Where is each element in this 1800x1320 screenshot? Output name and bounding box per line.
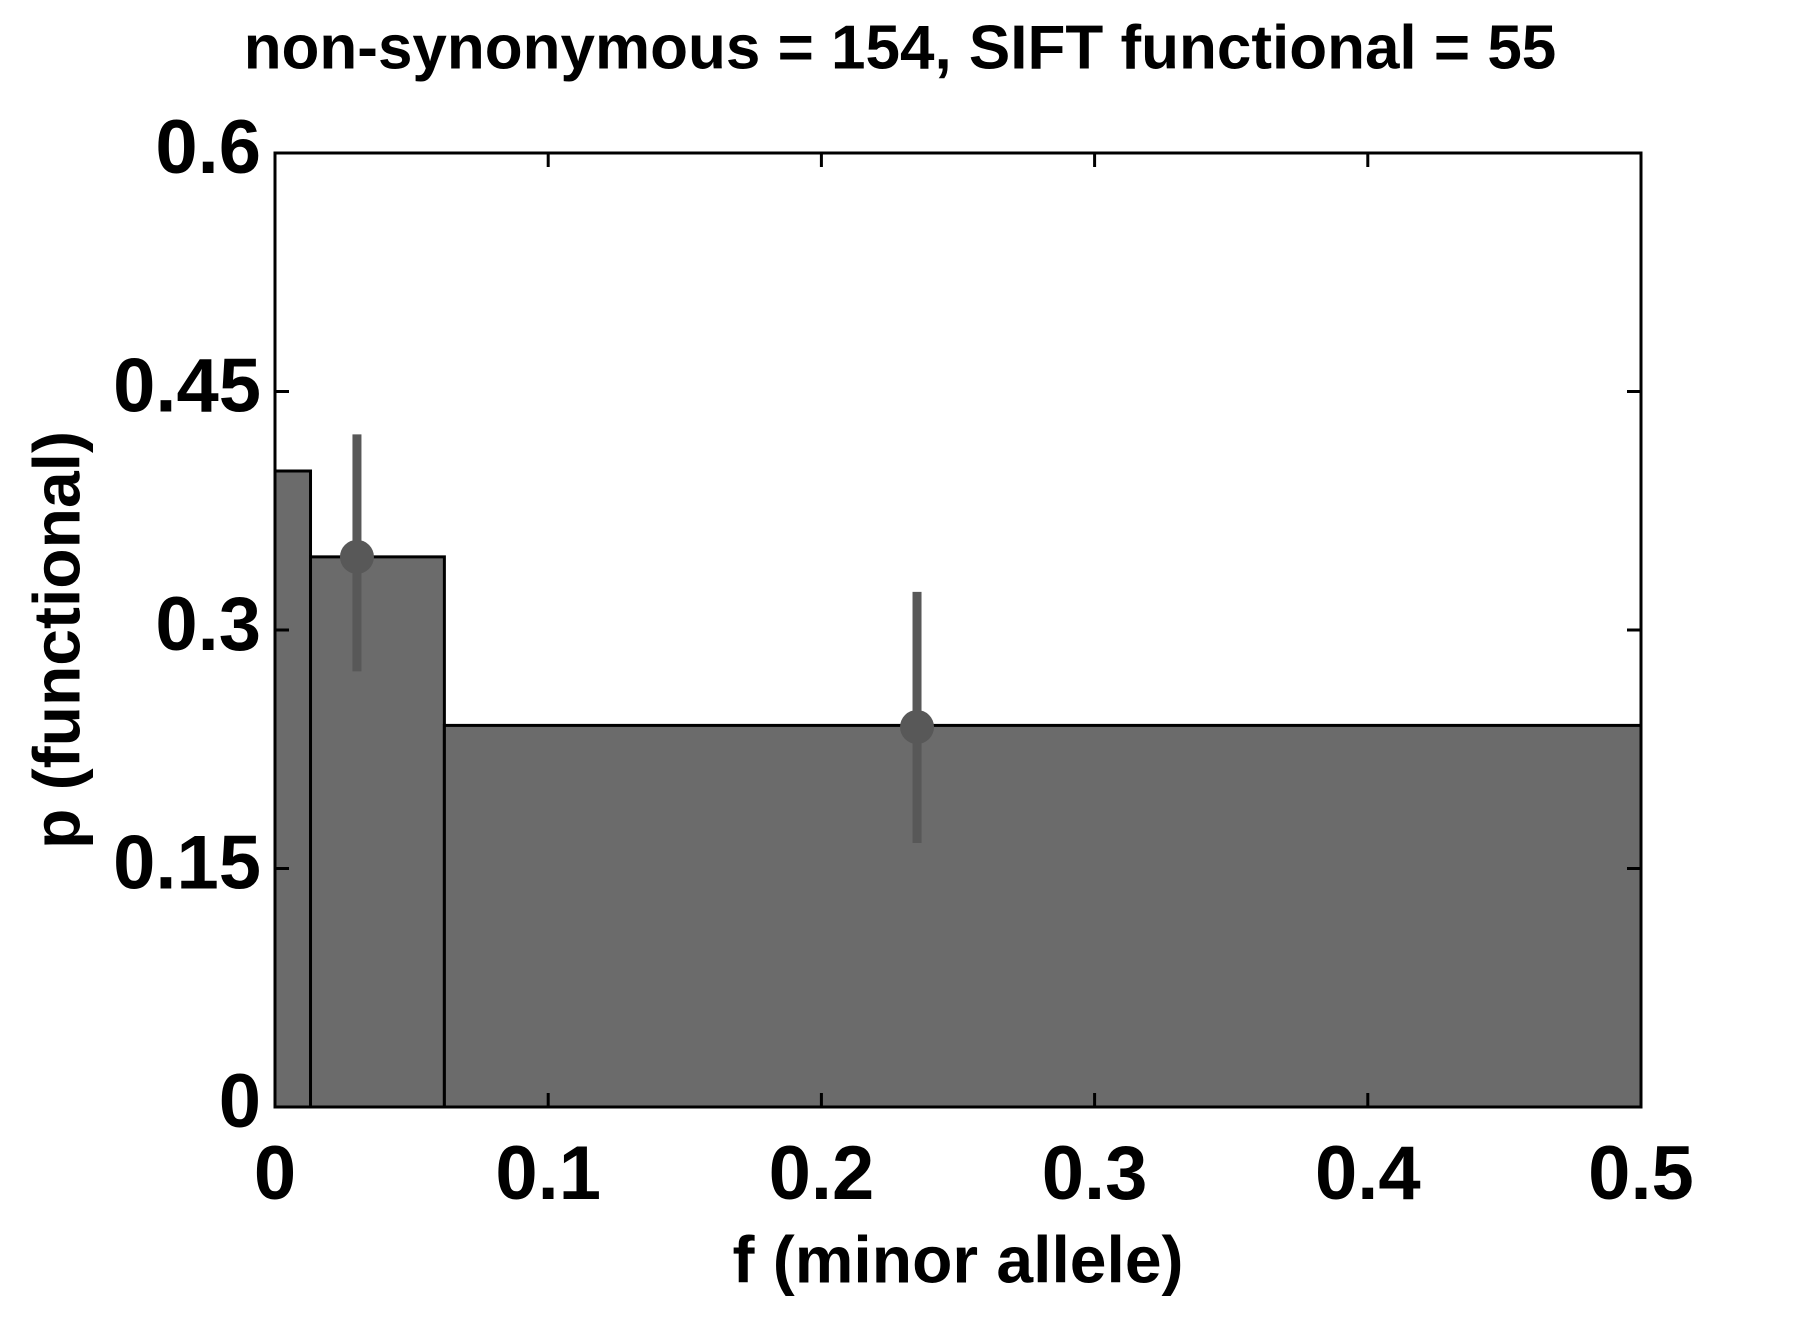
x-tick-label: 0	[254, 1131, 296, 1216]
x-tick-label: 0.4	[1315, 1131, 1421, 1216]
x-tick-label: 0.5	[1588, 1131, 1694, 1216]
y-axis-label: p (functional)	[19, 431, 93, 849]
x-axis-label: f (minor allele)	[732, 1222, 1183, 1296]
x-tick-label: 0.2	[769, 1131, 875, 1216]
x-tick-label: 0.1	[495, 1131, 601, 1216]
bar	[273, 469, 313, 1109]
y-tick-label: 0.45	[113, 344, 261, 429]
y-tick-label: 0	[219, 1059, 261, 1144]
y-tick-label: 0.15	[113, 821, 261, 906]
chart-title: non-synonymous = 154, SIFT functional = …	[244, 13, 1557, 82]
x-tick-label: 0.3	[1042, 1131, 1148, 1216]
bar	[442, 723, 1643, 1109]
y-tick-label: 0.3	[155, 582, 261, 667]
point	[339, 539, 374, 574]
bar	[309, 555, 446, 1109]
point	[900, 709, 935, 744]
y-tick-label: 0.6	[155, 105, 261, 190]
